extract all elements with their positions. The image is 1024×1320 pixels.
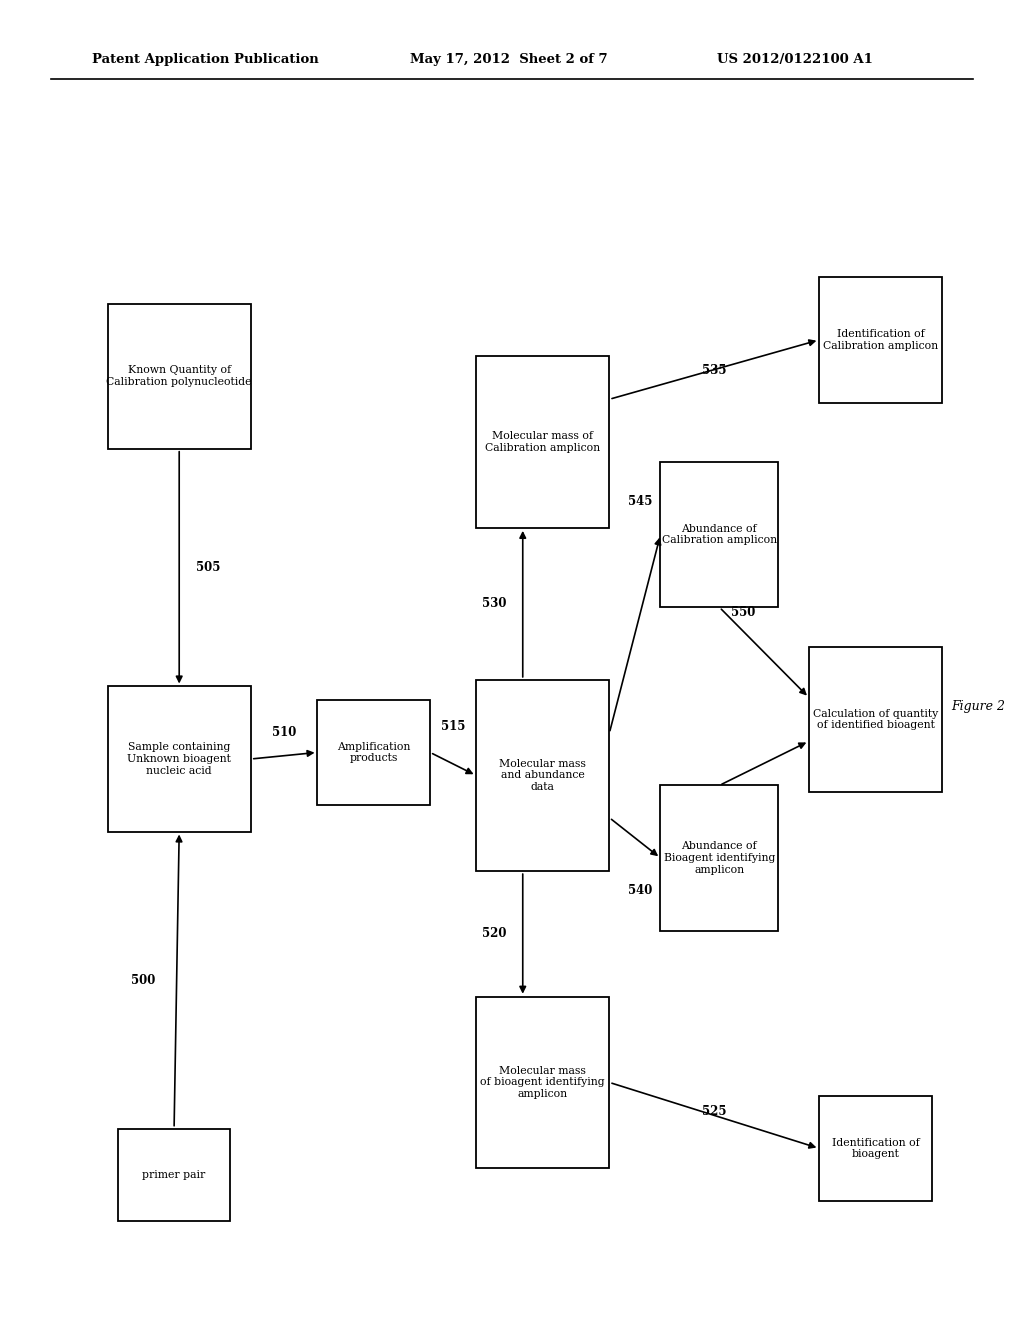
Text: Known Quantity of
Calibration polynucleotide: Known Quantity of Calibration polynucleo… [106,366,252,387]
Text: Identification of
Calibration amplicon: Identification of Calibration amplicon [823,329,938,351]
Text: 545: 545 [628,495,652,508]
Bar [660,785,778,931]
Text: Sample containing
Unknown bioagent
nucleic acid: Sample containing Unknown bioagent nucle… [127,742,231,776]
Bar [476,997,609,1168]
Text: Molecular mass
and abundance
data: Molecular mass and abundance data [500,759,586,792]
Text: 550: 550 [731,606,756,619]
Text: Amplification
products: Amplification products [337,742,411,763]
Bar [108,686,251,832]
Bar [108,304,251,449]
Bar [476,356,609,528]
Text: Molecular mass
of bioagent identifying
amplicon: Molecular mass of bioagent identifying a… [480,1065,605,1100]
Text: 505: 505 [196,561,220,574]
Text: Abundance of
Calibration amplicon: Abundance of Calibration amplicon [662,524,777,545]
Text: Abundance of
Bioagent identifying
amplicon: Abundance of Bioagent identifying amplic… [664,841,775,875]
Bar [819,1096,932,1201]
Bar [660,462,778,607]
Text: May 17, 2012  Sheet 2 of 7: May 17, 2012 Sheet 2 of 7 [410,53,607,66]
Bar [819,277,942,403]
Bar [476,680,609,871]
Bar [317,700,430,805]
Text: 500: 500 [131,974,156,986]
Text: primer pair: primer pair [142,1170,206,1180]
Text: Calculation of quantity
of identified bioagent: Calculation of quantity of identified bi… [813,709,938,730]
Text: 535: 535 [702,364,726,376]
Text: Figure 2: Figure 2 [951,700,1005,713]
Text: 530: 530 [482,598,506,610]
Text: US 2012/0122100 A1: US 2012/0122100 A1 [717,53,872,66]
Bar [809,647,942,792]
Text: Identification of
bioagent: Identification of bioagent [831,1138,920,1159]
Text: Patent Application Publication: Patent Application Publication [92,53,318,66]
Text: 520: 520 [482,928,506,940]
Text: 510: 510 [272,726,296,739]
Bar [118,1129,230,1221]
Text: 525: 525 [702,1105,726,1118]
Text: 515: 515 [441,719,465,733]
Text: Molecular mass of
Calibration amplicon: Molecular mass of Calibration amplicon [485,432,600,453]
Text: 540: 540 [628,884,652,898]
